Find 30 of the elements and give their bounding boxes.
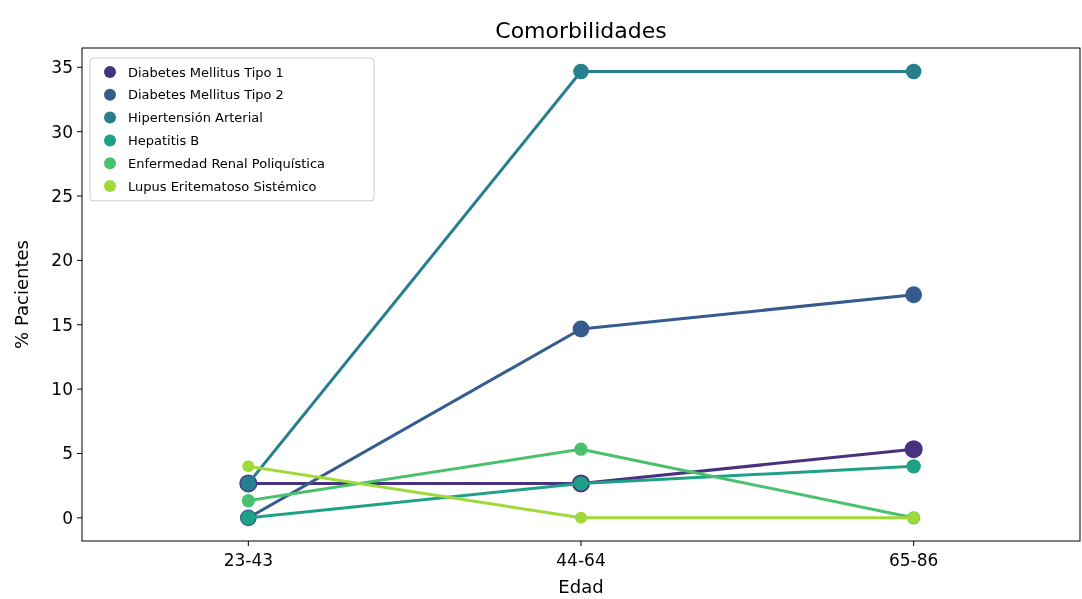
point	[574, 442, 588, 456]
y-tick-label: 20	[51, 250, 73, 271]
point	[904, 440, 923, 459]
point	[573, 63, 589, 80]
y-tick-label: 35	[51, 57, 73, 78]
point	[242, 460, 255, 473]
legend-label: Hepatitis B	[128, 132, 200, 148]
point	[241, 494, 255, 508]
point	[905, 63, 922, 80]
legend-label: Diabetes Mellitus Tipo 1	[128, 64, 284, 80]
x-tick-label: 44-64	[556, 550, 606, 570]
chart-title: Comorbilidades	[495, 18, 667, 43]
y-tick-label: 30	[51, 121, 73, 142]
x-axis-title: Edad	[558, 576, 604, 597]
y-tick-label: 25	[51, 185, 73, 206]
point	[575, 511, 587, 524]
legend-label: Diabetes Mellitus Tipo 2	[128, 87, 284, 103]
x-tick-label: 65-86	[888, 550, 939, 570]
legend-label: Lupus Eritematoso Sistémico	[128, 178, 317, 194]
y-tick-label: 10	[51, 379, 73, 400]
y-tick-label: 5	[62, 443, 73, 464]
point	[906, 459, 921, 474]
point	[572, 320, 590, 338]
point	[905, 286, 923, 304]
x-tick-label: 23-43	[223, 550, 274, 570]
y-tick-label: 15	[51, 314, 73, 335]
legend-label: Hipertensión Arterial	[128, 110, 263, 126]
y-tick-label: 0	[62, 507, 73, 528]
y-axis-title: % Pacientes	[11, 240, 32, 349]
legend-label: Enfermedad Renal Poliquística	[128, 155, 326, 171]
